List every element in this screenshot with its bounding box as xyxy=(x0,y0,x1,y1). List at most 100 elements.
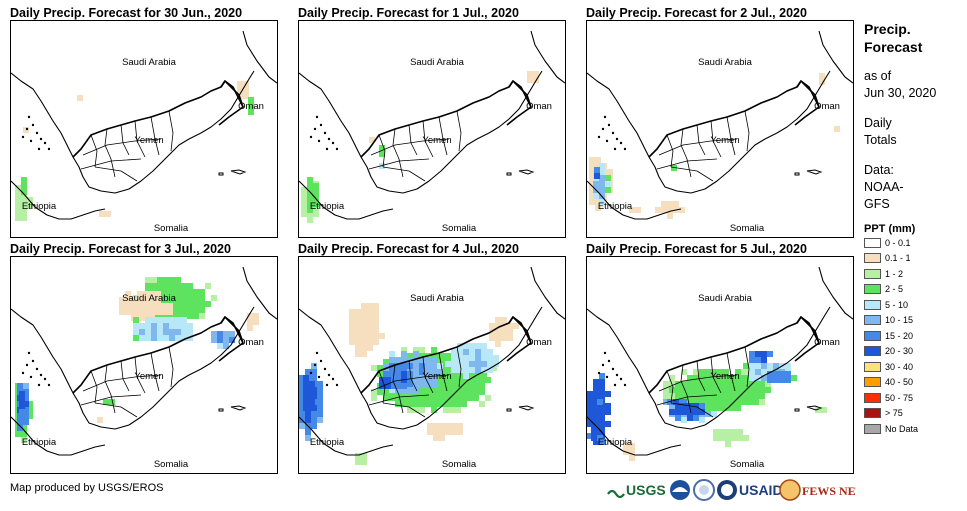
country-label-saudi-arabia: Saudi Arabia xyxy=(122,57,177,68)
precip-cell xyxy=(193,295,199,301)
precip-cell xyxy=(157,283,163,289)
island xyxy=(319,123,323,127)
island xyxy=(29,375,33,379)
precip-cell xyxy=(723,369,729,375)
precip-cell xyxy=(229,337,235,343)
precip-cell xyxy=(589,199,595,205)
precip-cell xyxy=(489,323,495,329)
precip-cell xyxy=(373,339,379,345)
precip-cell xyxy=(767,351,773,357)
precip-cell xyxy=(19,409,25,415)
precip-cell xyxy=(15,209,21,215)
precip-cell xyxy=(23,383,29,389)
precip-cell xyxy=(413,407,419,413)
precip-cell xyxy=(431,407,437,413)
precip-cell xyxy=(753,387,759,393)
precip-cell xyxy=(187,307,193,313)
precip-cell xyxy=(361,351,367,357)
precip-cell xyxy=(367,309,373,315)
precip-cell xyxy=(455,395,461,401)
precip-cell xyxy=(493,355,499,361)
legend-swatch xyxy=(864,346,881,357)
oman-border xyxy=(220,80,244,108)
country-label-yemen: Yemen xyxy=(134,135,163,146)
precip-cell xyxy=(317,417,323,423)
legend-class-row: 30 - 40 xyxy=(864,359,964,375)
precip-cell xyxy=(427,429,433,435)
country-label-saudi-arabia: Saudi Arabia xyxy=(698,57,753,68)
precip-cell xyxy=(143,291,149,297)
precip-cell xyxy=(501,323,507,329)
precip-cell xyxy=(605,181,611,187)
precip-cell xyxy=(439,423,445,429)
map-canvas: Saudi Arabia Oman Yemen Ethiopia Somalia xyxy=(587,266,853,470)
precip-cell xyxy=(501,329,507,335)
island xyxy=(613,383,617,387)
precip-cell xyxy=(149,303,155,309)
precip-cell xyxy=(149,291,155,297)
island xyxy=(611,131,615,135)
forecast-panel-5: Daily Precip. Forecast for 4 Jul., 2020 … xyxy=(298,242,588,474)
country-label-ethiopia: Ethiopia xyxy=(310,437,345,448)
precip-cell xyxy=(371,389,377,395)
precip-cell xyxy=(425,369,431,375)
precip-cell xyxy=(313,183,319,189)
precip-cell xyxy=(475,361,481,367)
island xyxy=(317,375,321,379)
precip-cell xyxy=(349,321,355,327)
precip-cell xyxy=(187,283,193,289)
precip-cell xyxy=(737,435,743,441)
legend-class-row: 15 - 20 xyxy=(864,328,964,344)
precip-cell xyxy=(445,423,451,429)
precip-cell xyxy=(17,419,23,425)
precip-cell xyxy=(187,313,193,319)
legend-daily-line2: Totals xyxy=(864,133,897,147)
precip-cell xyxy=(747,387,753,393)
precip-cell xyxy=(767,377,773,383)
precip-cell xyxy=(455,401,461,407)
precip-cell xyxy=(587,391,593,397)
island xyxy=(605,139,609,143)
precip-cell xyxy=(407,363,413,369)
precip-cell xyxy=(451,361,457,367)
precip-cell xyxy=(693,399,699,405)
precip-cell xyxy=(507,323,513,329)
precip-cell xyxy=(155,297,161,303)
precip-cell xyxy=(599,385,605,391)
country-label-oman: Oman xyxy=(238,101,264,112)
precip-cell xyxy=(485,395,491,401)
legend-swatch xyxy=(864,315,881,326)
horn-coastline xyxy=(299,416,394,456)
governorate-boundary xyxy=(438,352,448,392)
precip-cell xyxy=(181,313,187,319)
precip-cell xyxy=(169,313,175,319)
governorate-boundary xyxy=(168,110,174,152)
precip-cell xyxy=(301,187,307,193)
precip-cell xyxy=(593,181,599,187)
precip-cell xyxy=(723,393,729,399)
precip-cell xyxy=(711,381,717,387)
island xyxy=(25,127,29,131)
precip-cell xyxy=(599,379,605,385)
precip-cell xyxy=(427,423,433,429)
governorate-boundary xyxy=(82,374,162,392)
legend-class-label: 1 - 2 xyxy=(885,268,904,279)
panel-title: Daily Precip. Forecast for 1 Jul., 2020 xyxy=(298,6,519,20)
precip-cell xyxy=(449,389,455,395)
precip-cell xyxy=(309,375,315,381)
precip-cell xyxy=(27,203,33,209)
precip-cell xyxy=(303,375,309,381)
precip-cell xyxy=(151,329,157,335)
precip-cell xyxy=(749,375,755,381)
precip-cell xyxy=(527,71,533,77)
socotra-island xyxy=(794,169,823,176)
island xyxy=(39,373,43,377)
usaid-logo-text: USAID xyxy=(739,482,783,498)
horn-coastline xyxy=(299,180,394,220)
precip-cell xyxy=(131,303,137,309)
precip-cell xyxy=(785,371,791,377)
country-label-saudi-arabia: Saudi Arabia xyxy=(698,293,753,304)
precip-cell xyxy=(729,405,735,411)
precip-cell xyxy=(433,423,439,429)
precip-cell xyxy=(419,407,425,413)
